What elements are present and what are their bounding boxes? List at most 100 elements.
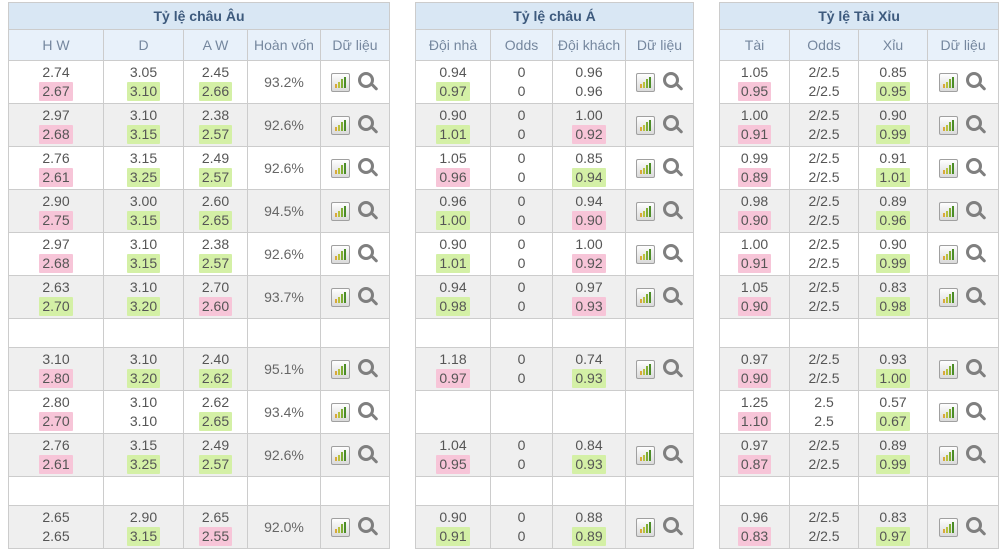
odds-row: 2.65 2.65 2.90 3.15 2.65 2.55 92.0% [8, 505, 390, 549]
data-tools-cell [927, 232, 1000, 276]
chart-icon[interactable] [331, 244, 350, 264]
odds-value-open: 1.00 [575, 107, 603, 123]
odds-value-current: 3.10 [129, 413, 158, 429]
odds-value-current-line: 0.90 [554, 211, 625, 230]
chart-icon[interactable] [939, 115, 959, 135]
search-icon[interactable] [966, 72, 983, 88]
odds-value-open: 3.10 [129, 351, 158, 367]
search-icon[interactable] [662, 158, 679, 174]
search-icon[interactable] [662, 244, 679, 260]
odds-value-current-line: 0 [492, 297, 552, 316]
search-icon[interactable] [662, 517, 679, 533]
chart-icon[interactable] [939, 287, 959, 307]
chart-icon[interactable] [939, 72, 959, 92]
chart-icon[interactable] [635, 72, 655, 92]
odds-cell: 0.84 0.93 [552, 433, 626, 477]
chart-icon[interactable] [635, 201, 655, 221]
chart-icon[interactable] [635, 244, 655, 264]
chart-icon[interactable] [331, 517, 350, 537]
odds-value-current: 0.95 [876, 82, 910, 101]
chart-icon[interactable] [331, 287, 350, 307]
search-icon[interactable] [358, 72, 374, 88]
search-icon[interactable] [966, 244, 983, 260]
odds-value-current: 0.83 [737, 527, 772, 546]
chart-icon[interactable] [331, 359, 350, 379]
search-icon[interactable] [662, 201, 679, 217]
odds-value-current: 0.90 [737, 211, 772, 230]
odds-value-current-line: 0 [492, 455, 552, 474]
odds-value-open: 2/2.5 [808, 107, 840, 123]
odds-value-current-line: 3.10 [105, 412, 183, 431]
search-icon[interactable] [966, 201, 983, 217]
odds-value-current: 2.80 [39, 369, 73, 388]
column-header: Xỉu [858, 29, 929, 61]
chart-icon[interactable] [331, 201, 350, 221]
column-header: Tài [719, 29, 791, 61]
search-icon[interactable] [358, 445, 374, 461]
odds-value-open: 2.49 [201, 150, 230, 166]
chart-icon[interactable] [939, 359, 959, 379]
search-icon[interactable] [662, 115, 679, 131]
search-icon[interactable] [662, 287, 679, 303]
search-icon[interactable] [966, 445, 983, 461]
odds-value-current: 1.00 [876, 369, 910, 388]
column-header: Dữ liệu [927, 29, 1000, 61]
search-icon[interactable] [662, 72, 679, 88]
search-icon[interactable] [358, 517, 374, 533]
search-icon[interactable] [662, 359, 679, 375]
search-icon[interactable] [358, 402, 374, 418]
search-icon[interactable] [358, 244, 374, 260]
search-icon[interactable] [358, 158, 374, 174]
odds-value-current: 2/2.5 [808, 126, 840, 142]
data-tools-cell [624, 103, 695, 147]
chart-icon[interactable] [939, 517, 959, 537]
chart-icon[interactable] [331, 402, 350, 422]
chart-icon[interactable] [939, 402, 959, 422]
chart-icon[interactable] [635, 158, 655, 178]
search-icon[interactable] [358, 115, 374, 131]
chart-icon[interactable] [939, 445, 959, 465]
odds-value-current-line: 2.65 [185, 211, 247, 230]
chart-icon[interactable] [939, 244, 959, 264]
search-icon[interactable] [966, 158, 983, 174]
search-icon[interactable] [358, 359, 374, 375]
chart-icon[interactable] [939, 158, 959, 178]
chart-icon[interactable] [635, 115, 655, 135]
odds-value-current: 3.15 [126, 211, 161, 230]
chart-icon[interactable] [635, 517, 655, 537]
odds-value-open: 0.90 [439, 107, 467, 123]
chart-icon[interactable] [331, 115, 350, 135]
odds-value-open: 0.93 [879, 351, 907, 367]
search-icon[interactable] [662, 445, 679, 461]
odds-value-open: 0.90 [439, 236, 467, 252]
search-icon[interactable] [358, 201, 374, 217]
odds-cell: 0.85 0.94 [552, 146, 626, 190]
data-tools-cell [624, 232, 695, 276]
chart-icon[interactable] [331, 72, 350, 92]
chart-icon[interactable] [939, 201, 959, 221]
chart-icon[interactable] [635, 445, 655, 465]
odds-value-open: 0.89 [879, 437, 907, 453]
chart-icon[interactable] [635, 359, 655, 379]
chart-icon[interactable] [331, 445, 350, 465]
search-icon[interactable] [358, 287, 374, 303]
chart-icon[interactable] [635, 287, 655, 307]
search-icon[interactable] [966, 287, 983, 303]
search-icon[interactable] [966, 402, 983, 418]
search-icon[interactable] [966, 359, 983, 375]
chart-icon[interactable] [331, 158, 350, 178]
odds-value-current-line: 0.95 [417, 455, 490, 474]
odds-value-current-line: 0 [492, 82, 552, 101]
odds-value-current-line: 0.97 [860, 527, 927, 546]
odds-value-open: 0.84 [575, 437, 603, 453]
odds-value-current: 0.87 [737, 455, 772, 474]
odds-value-current: 0 [517, 370, 526, 386]
search-icon[interactable] [966, 517, 983, 533]
odds-cell: 2/2.5 2/2.5 [789, 347, 860, 391]
odds-row: 0.98 0.90 2/2.5 2/2.5 0.89 0.96 [719, 189, 1000, 233]
search-icon[interactable] [966, 115, 983, 131]
data-tools-cell [927, 60, 1000, 104]
odds-value-current: 3.20 [126, 369, 161, 388]
odds-value-current-line: 0.96 [554, 82, 625, 101]
